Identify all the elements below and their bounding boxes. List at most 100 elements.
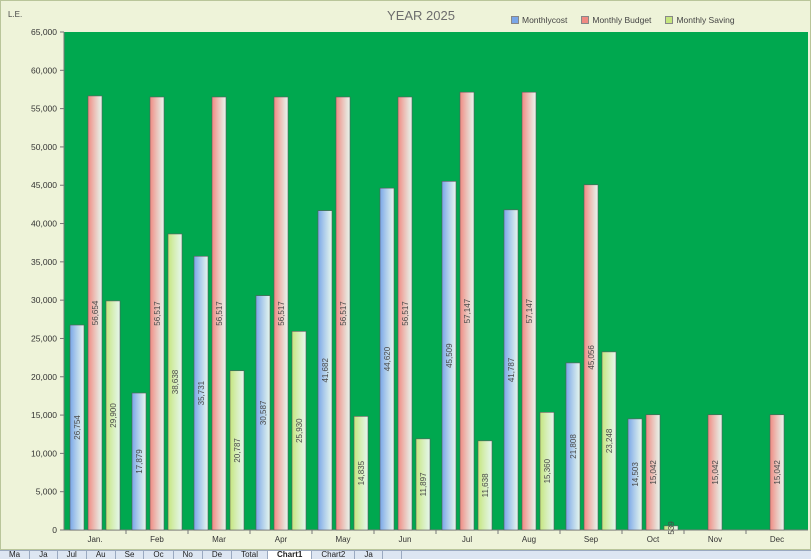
sheet-tab[interactable]: Ma [0,551,31,559]
bar-monthly-saving [353,416,369,531]
bar-monthlycost [565,362,581,531]
legend-item: Monthlycost [511,15,567,25]
legend-swatch [581,16,590,24]
bar-monthlycost [627,418,643,531]
bar-monthly-budget [707,414,723,531]
data-label: 25,930 [295,418,304,443]
data-label: 14,835 [357,460,366,485]
sheet-tab-bar: Ma Ja Jul Au Se Oc No De Total Chart1 Chart2 Ja [0,550,811,559]
sheet-tab[interactable]: Ja [355,551,383,559]
sheet-tab[interactable]: Jul [58,551,87,559]
bar-monthly-budget [211,96,227,531]
x-tick-label: Jun [399,535,412,544]
y-tick-label: 50,000 [31,142,57,152]
bar-monthly-budget [459,91,475,531]
chart-legend: Monthlycost Monthly Budget Monthly Saving [511,15,735,25]
x-tick-label: May [335,535,350,544]
data-label: 17,879 [135,449,144,474]
data-label: 29,900 [109,403,118,428]
data-label: 57,147 [463,298,472,323]
y-tick-label: 45,000 [31,180,57,190]
data-label: 56,517 [215,301,224,326]
bar-monthly-saving [415,438,431,531]
data-label: 26,754 [73,415,82,440]
legend-label: Monthly Budget [592,15,652,25]
data-label: 21,808 [569,434,578,459]
legend-swatch [511,16,519,24]
sheet-tab[interactable]: Ja [30,551,58,559]
data-label: 38,638 [171,369,180,394]
legend-label: Monthlycost [522,15,568,25]
bar-monthlycost [193,255,209,531]
bar-monthly-budget [769,414,785,531]
sheet-tab[interactable]: Chart1 [268,551,313,559]
data-label: 35,731 [197,380,206,405]
sheet-tab[interactable]: Se [116,551,145,559]
x-tick-label: Jan. [87,535,102,544]
data-label: 11,638 [481,473,490,497]
y-tick-label: 5,000 [36,487,58,497]
y-tick-label: 10,000 [31,448,57,458]
x-tick-label: Sep [584,535,599,544]
data-label: 539 [667,521,676,535]
data-label: 15,042 [711,460,720,485]
sheet-tab[interactable]: No [174,551,203,559]
bar-monthly-budget [149,96,165,531]
data-label: 56,517 [339,301,348,326]
bar-monthly-saving [291,331,307,531]
data-label: 11,897 [419,472,428,496]
bar-monthly-saving [105,300,121,531]
bar-monthlycost [503,209,519,531]
bar-monthly-budget [397,96,413,531]
sheet-tab[interactable]: De [203,551,233,559]
bar-monthly-budget [335,96,351,531]
y-axis-label: L.E. [8,10,23,19]
x-tick-label: Dec [770,535,784,544]
sheet-tab[interactable] [383,551,402,559]
bar-monthly-budget [273,96,289,531]
data-label: 15,360 [543,458,552,483]
sheet-tab[interactable]: Total [232,551,269,559]
bar-monthly-saving [229,370,245,531]
y-tick-label: 0 [52,525,57,535]
bar-monthly-saving [663,525,679,531]
data-label: 57,147 [525,298,534,323]
data-label: 15,042 [649,460,658,485]
data-label: 30,587 [259,400,268,425]
bar-monthly-budget [521,91,537,531]
x-tick-label: Feb [150,535,164,544]
x-tick-label: Mar [212,535,226,544]
bar-monthlycost [131,392,147,531]
data-label: 14,503 [631,462,640,487]
data-label: 15,042 [773,460,782,485]
legend-item: Monthly Budget [581,15,651,25]
y-tick-label: 35,000 [31,257,57,267]
data-label: 56,517 [277,301,286,326]
legend-swatch [665,16,674,24]
y-tick-label: 65,000 [31,27,57,37]
data-label: 44,620 [383,346,392,371]
sheet-tab[interactable]: Chart2 [312,551,356,559]
y-tick-label: 25,000 [31,333,57,343]
x-tick-label: Nov [708,535,722,544]
y-tick-label: 40,000 [31,219,57,229]
bar-monthlycost [317,210,333,531]
data-label: 45,056 [587,345,596,370]
plot-area [64,32,808,530]
bar-monthly-saving [539,412,555,531]
data-label: 56,654 [91,300,100,325]
x-tick-label: Jul [462,535,472,544]
sheet-tab[interactable]: Oc [144,551,174,559]
data-label: 56,517 [153,301,162,326]
y-tick-label: 60,000 [31,65,57,75]
bar-monthlycost [69,324,85,531]
bar-monthly-budget [645,414,661,531]
x-tick-label: Apr [275,535,288,544]
legend-label: Monthly Saving [676,15,735,25]
bar-monthly-saving [167,233,183,531]
data-label: 56,517 [401,301,410,326]
bar-monthlycost [379,187,395,531]
sheet-tab[interactable]: Au [87,551,116,559]
